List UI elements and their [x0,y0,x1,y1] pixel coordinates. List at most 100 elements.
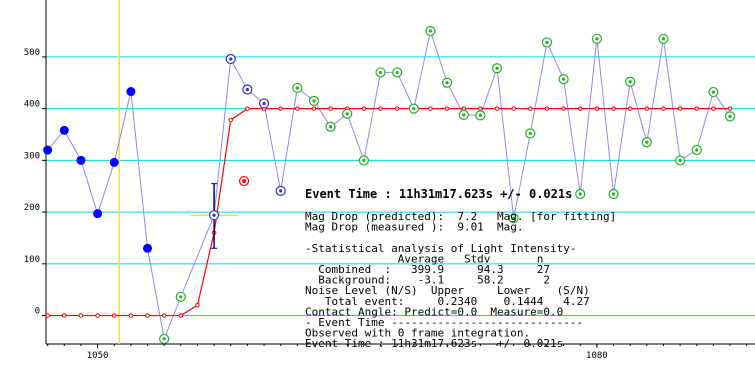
after-event-point-center [462,113,466,117]
info-line: Background: -3.1 58.2 2 [305,274,550,287]
model-fit-point [611,106,616,111]
transition-point-center [212,213,216,217]
model-fit-point [577,106,583,111]
after-event-point-center [661,37,666,41]
y-tick-label: 400 [24,100,40,110]
x-tick-label: 1080 [586,351,608,361]
after-event-point-center [562,77,566,81]
transition-point-center [279,189,283,193]
after-event-point-center [645,140,649,144]
before-event-point [43,145,53,155]
event-time-heading: Event Time : 11h31m17.623s +/- 0.021s [305,187,572,201]
model-fit-point [644,106,650,111]
model-fit-point [361,106,367,111]
before-event-point [109,157,119,167]
after-event-point-center [345,112,349,116]
after-event-point-center [711,90,715,94]
before-event-point [143,243,153,253]
after-event-point-center [395,70,399,75]
model-fit-point [245,106,250,111]
data-series [43,25,736,344]
model-fit-point [428,106,433,111]
transition-point-center [229,57,233,61]
transition-point-center [245,87,249,92]
before-event-point [126,87,136,97]
info-line: Combined : 399.9 94.3 27 [305,263,550,276]
after-event-point-center [478,113,482,117]
model-fit-point [178,313,184,318]
info-line: Noise Level (N/S) Upper Lower (S/N) [305,284,590,297]
after-event-point-center [378,70,383,75]
model-fit-point [295,106,300,111]
model-fit-point [627,106,633,111]
after-event-point-center [162,337,166,341]
model-fit-point [711,106,716,111]
plot-axes [42,0,755,348]
info-line: Mag Drop (predicted): 7.2 Mag. [for fitt… [305,210,616,223]
model-fit-point [311,106,317,111]
tick-labels: 0 100 200 300 400 500 1050 1080 [24,48,608,361]
y-tick-label: 500 [24,48,40,58]
y-tick-label: 200 [24,203,40,213]
model-fit-point [727,106,733,111]
after-event-point-center [628,80,632,84]
model-fit-point [128,313,134,318]
model-fit-curve [47,108,731,317]
after-event-point-center [728,114,732,118]
model-fit-point [378,106,383,111]
model-fit-point [694,106,700,111]
before-event-point [59,125,69,135]
info-line: Total event: 0.2340 0.1444 4.27 [305,295,590,308]
after-event-point-center [495,66,499,70]
model-fit-point [661,106,666,111]
y-tick-label: 100 [24,255,40,265]
model-fit-point [394,106,400,111]
after-event-point-center [695,148,699,152]
model-fit-point [62,313,67,318]
after-event-point-center [595,37,599,41]
x-tick-label: 1050 [87,351,109,361]
model-fit-point [528,106,533,111]
model-fit-point [195,302,200,308]
info-line: -Statistical analysis of Light Intensity… [305,242,577,255]
info-line: Contact Angle: Predict=0.0 Measure=0.0 [305,305,563,318]
after-event-point-center [362,158,366,162]
model-fit-point [45,313,50,318]
after-event-point-center [179,295,183,299]
info-line: Observed with 0 frame integration. [305,327,530,340]
model-fit-point [561,106,566,111]
after-event-point-center [611,192,616,196]
after-event-point-center [678,158,682,162]
before-event-point [93,209,103,219]
info-line: Mag Drop (measured ): 9.01 Mag. [305,221,524,234]
before-event-point [76,155,86,165]
after-event-point-center [412,107,416,111]
y-tick-label: 300 [24,151,40,161]
model-fit-point [111,313,117,318]
y-tick-label: 0 [35,307,40,317]
model-fit-point [328,106,333,111]
after-event-point-center [512,216,516,220]
model-fit-point [677,106,683,111]
after-event-point-center [528,131,532,136]
after-event-point-center [312,99,316,103]
after-event-point-center [578,192,582,196]
model-fit-point [594,106,600,111]
info-line: - Event Time ---------------------------… [305,316,583,329]
event-point-center [242,179,247,184]
info-line: Event Time : 11h31m17.623s +/- 0.021s [305,337,563,350]
model-fit-point [228,117,234,123]
after-event-point-center [445,81,449,85]
after-event-point-center [295,86,299,90]
model-fit-point [278,106,283,111]
event-info-panel: Event Time : 11h31m17.623s +/- 0.021s Mag… [305,187,616,350]
model-fit-point [95,313,100,318]
after-event-point-center [428,29,433,33]
info-line: Average Stdv n [305,252,543,265]
after-event-point-center [328,125,333,129]
model-fit-point [444,106,450,111]
model-fit-point [78,313,84,318]
model-fit-point [544,106,550,111]
model-fit-point [145,313,150,318]
